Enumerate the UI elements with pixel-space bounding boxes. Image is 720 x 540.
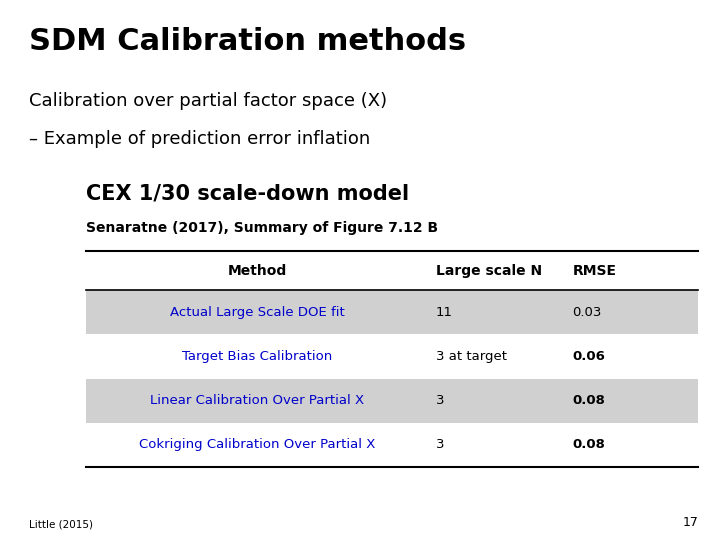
- FancyBboxPatch shape: [86, 290, 698, 334]
- Text: 0.08: 0.08: [572, 438, 606, 451]
- Text: 3 at target: 3 at target: [436, 350, 507, 363]
- Text: Large scale N: Large scale N: [436, 264, 541, 278]
- Text: 0.03: 0.03: [572, 306, 602, 319]
- Text: Cokriging Calibration Over Partial X: Cokriging Calibration Over Partial X: [139, 438, 376, 451]
- Text: Actual Large Scale DOE fit: Actual Large Scale DOE fit: [170, 306, 345, 319]
- Text: 11: 11: [436, 306, 453, 319]
- Text: RMSE: RMSE: [572, 264, 616, 278]
- Text: 3: 3: [436, 438, 444, 451]
- Text: 3: 3: [436, 394, 444, 407]
- Text: 17: 17: [683, 516, 698, 529]
- Text: Senaratne (2017), Summary of Figure 7.12 B: Senaratne (2017), Summary of Figure 7.12…: [86, 221, 438, 235]
- FancyBboxPatch shape: [86, 379, 698, 423]
- Text: CEX 1/30 scale-down model: CEX 1/30 scale-down model: [86, 184, 410, 204]
- Text: 0.08: 0.08: [572, 394, 606, 407]
- Text: Calibration over partial factor space (X): Calibration over partial factor space (X…: [29, 92, 387, 110]
- Text: – Example of prediction error inflation: – Example of prediction error inflation: [29, 130, 370, 147]
- Text: 0.06: 0.06: [572, 350, 606, 363]
- Text: Linear Calibration Over Partial X: Linear Calibration Over Partial X: [150, 394, 364, 407]
- Text: Little (2015): Little (2015): [29, 519, 93, 529]
- Text: Target Bias Calibration: Target Bias Calibration: [182, 350, 333, 363]
- Text: Method: Method: [228, 264, 287, 278]
- Text: SDM Calibration methods: SDM Calibration methods: [29, 27, 466, 56]
